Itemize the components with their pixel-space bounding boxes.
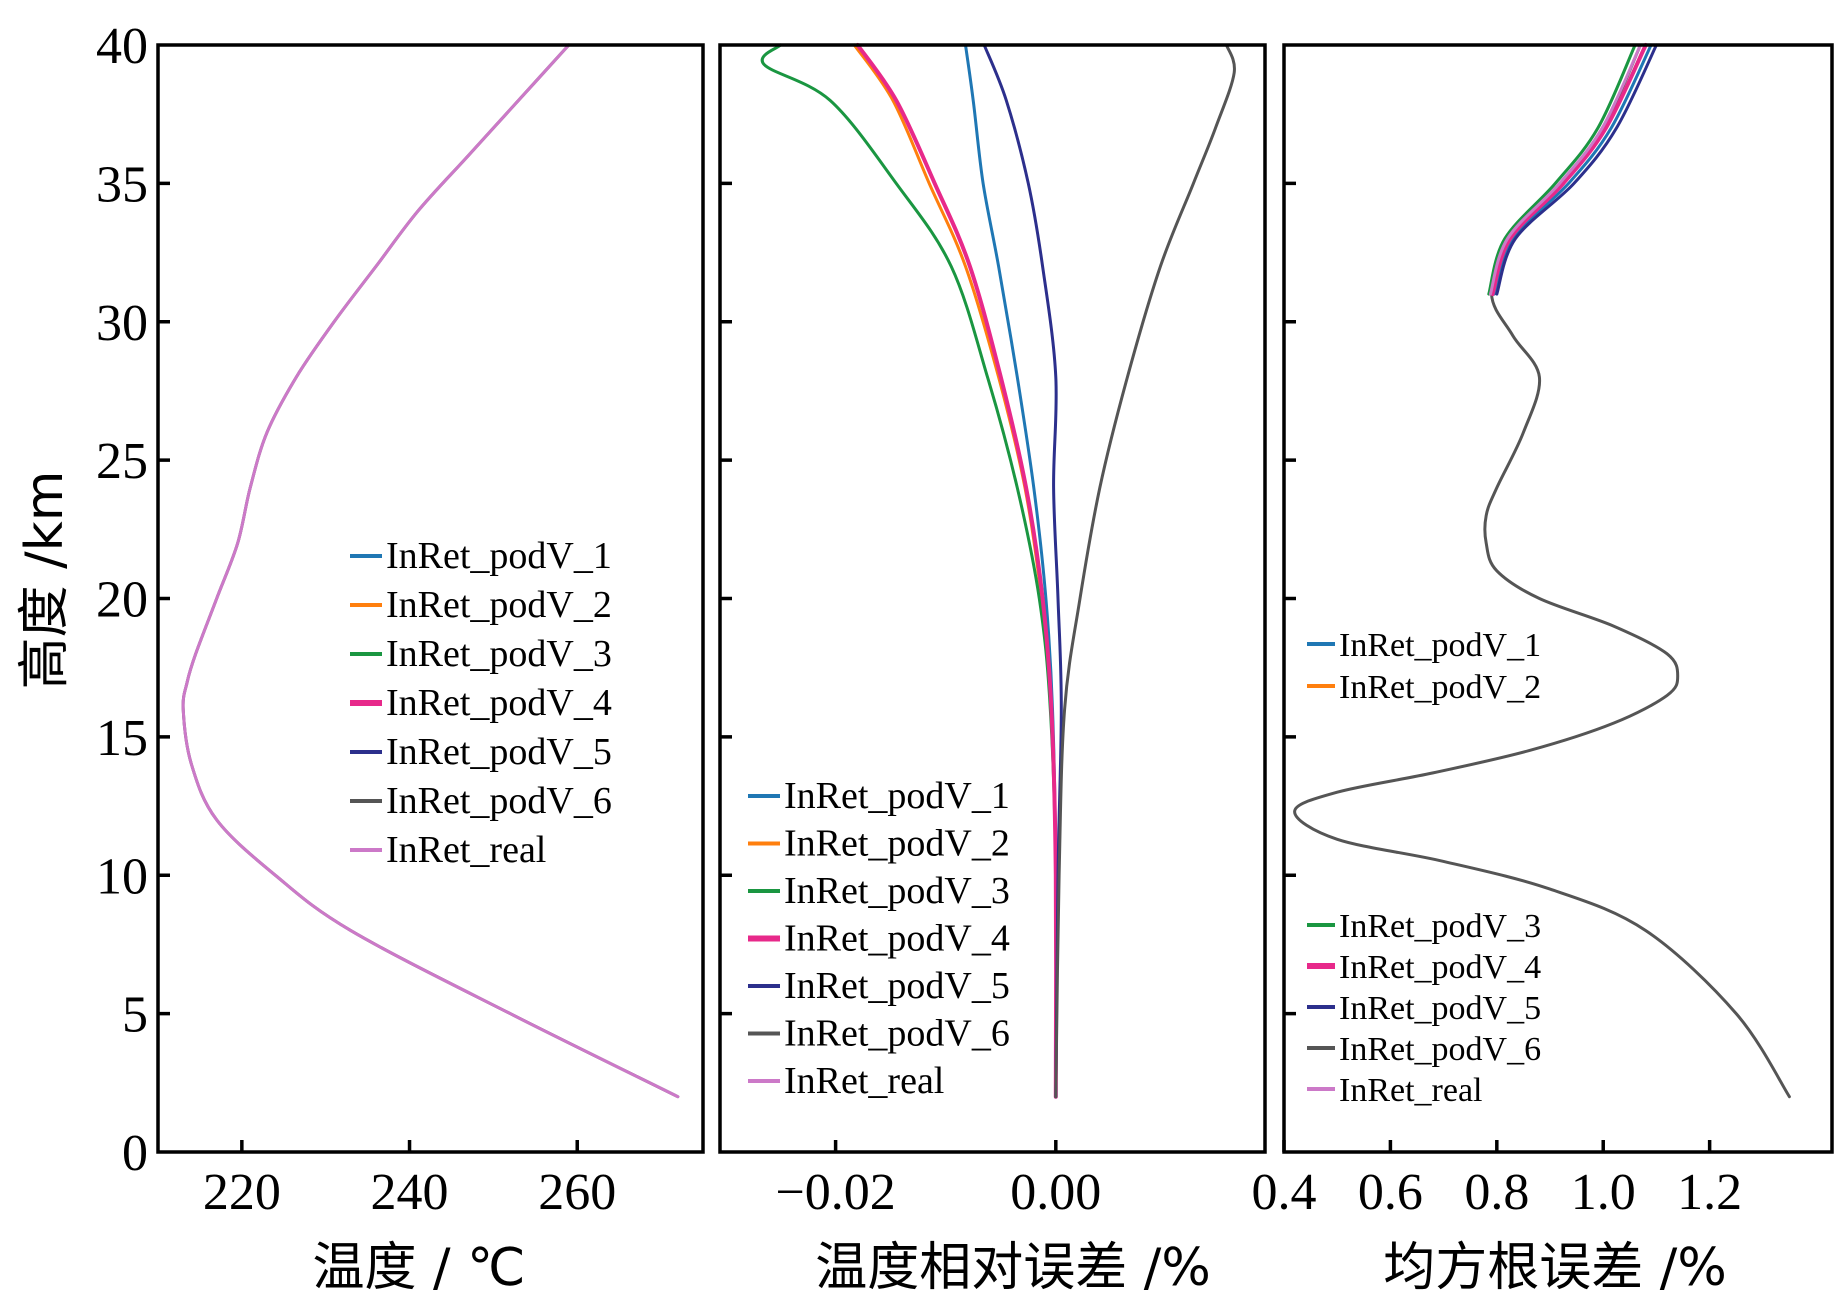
x-tick-label: 0.8 [1464, 1164, 1529, 1221]
legend-label-inret-real: InRet_real [784, 1060, 944, 1102]
x-tick-label: 1.2 [1677, 1164, 1742, 1221]
legend-label-inret-podv-3: InRet_podV_3 [1339, 908, 1541, 945]
y-tick-label: 35 [96, 156, 148, 213]
x-tick-label: 220 [203, 1164, 281, 1221]
panel-rmse: 0.4 0.6 0.8 1.0 1.2 均方根误差 /% InRet_podV_1InR… [1252, 43, 1834, 1298]
legend-label-inret-podv-2: InRet_podV_2 [386, 584, 612, 626]
legend-label-inret-podv-5: InRet_podV_5 [386, 731, 612, 773]
legend-upper: InRet_podV_1 InRet_podV_2 [1307, 627, 1541, 706]
y-tick-label: 15 [96, 710, 148, 767]
y-tick-label: 5 [122, 987, 148, 1044]
x-axis-title: 温度相对误差 /% [815, 1238, 1210, 1298]
series-line-inret-podv-3 [1487, 43, 1637, 296]
legend-label-inret-real: InRet_real [386, 829, 546, 871]
x-tick-label: 0.00 [1010, 1164, 1101, 1221]
series-line-inret-podv-6 [1054, 43, 1236, 1099]
x-tick-label: −0.02 [775, 1164, 895, 1221]
legend-lower: InRet_podV_3 InRet_podV_4 InRet_podV_5 InRe… [1307, 908, 1541, 1109]
series-line-inret-podv-1 [1492, 43, 1653, 296]
legend-label-inret-podv-6: InRet_podV_6 [386, 780, 612, 822]
legend-label-inret-podv-1: InRet_podV_1 [1339, 627, 1541, 664]
panel-temperature: 0 5 10 15 20 25 30 35 40 220 240 260 温度 / ℃ InRet_p… [96, 18, 705, 1298]
x-tick-label: 1.0 [1571, 1164, 1636, 1221]
y-tick-label: 0 [122, 1125, 148, 1182]
legend-label-inret-podv-4: InRet_podV_4 [1339, 949, 1541, 986]
series-line-inret-podv-4 [1490, 43, 1648, 297]
y-tick-label: 30 [96, 295, 148, 352]
legend-label-inret-podv-1: InRet_podV_1 [784, 775, 1010, 817]
x-tick-label: 240 [371, 1164, 449, 1221]
legend-label-inret-podv-2: InRet_podV_2 [1339, 669, 1541, 706]
y-tick-label: 25 [96, 433, 148, 490]
legend-label-inret-podv-5: InRet_podV_5 [784, 965, 1010, 1007]
series-line-inret-podv-5 [1495, 43, 1658, 296]
x-tick-label: 0.4 [1252, 1164, 1317, 1221]
series-line-inret-podv-4 [855, 43, 1059, 1099]
legend-label-inret-podv-6: InRet_podV_6 [784, 1013, 1010, 1055]
legend-label-inret-podv-3: InRet_podV_3 [784, 870, 1010, 912]
legend-label-inret-podv-2: InRet_podV_2 [784, 823, 1010, 865]
legend-label-inret-podv-3: InRet_podV_3 [386, 633, 612, 675]
legend-label-inret-podv-4: InRet_podV_4 [784, 918, 1010, 960]
series-line-inret-podv-6 [1293, 43, 1791, 1099]
y-axis-title: 高度 /km [15, 471, 75, 690]
legend-label-inret-podv-4: InRet_podV_4 [386, 682, 612, 724]
legend: InRet_podV_1 InRet_podV_2 InRet_podV_3 InRe… [748, 775, 1010, 1102]
series-line-inret-real [1488, 43, 1642, 296]
legend: InRet_podV_1 InRet_podV_2 InRet_podV_3 InRe… [350, 535, 612, 871]
series-line-inret-real [181, 43, 680, 1099]
legend-label-inret-podv-6: InRet_podV_6 [1339, 1031, 1541, 1068]
x-axis-title: 均方根误差 /% [1383, 1238, 1726, 1298]
y-tick-label: 20 [96, 572, 148, 629]
y-tick-label: 40 [96, 18, 148, 75]
y-tick-label: 10 [96, 848, 148, 905]
x-axis-title: 温度 / ℃ [313, 1238, 526, 1298]
panel-relative-error: −0.02 0.00 温度相对误差 /% InRet_podV_1InRet_po… [718, 43, 1267, 1298]
x-tick-label: 260 [538, 1164, 616, 1221]
legend-label-inret-real: InRet_real [1339, 1072, 1483, 1109]
legend-label-inret-podv-1: InRet_podV_1 [386, 535, 612, 577]
x-tick-label: 0.6 [1358, 1164, 1423, 1221]
legend-label-inret-podv-5: InRet_podV_5 [1339, 990, 1541, 1027]
